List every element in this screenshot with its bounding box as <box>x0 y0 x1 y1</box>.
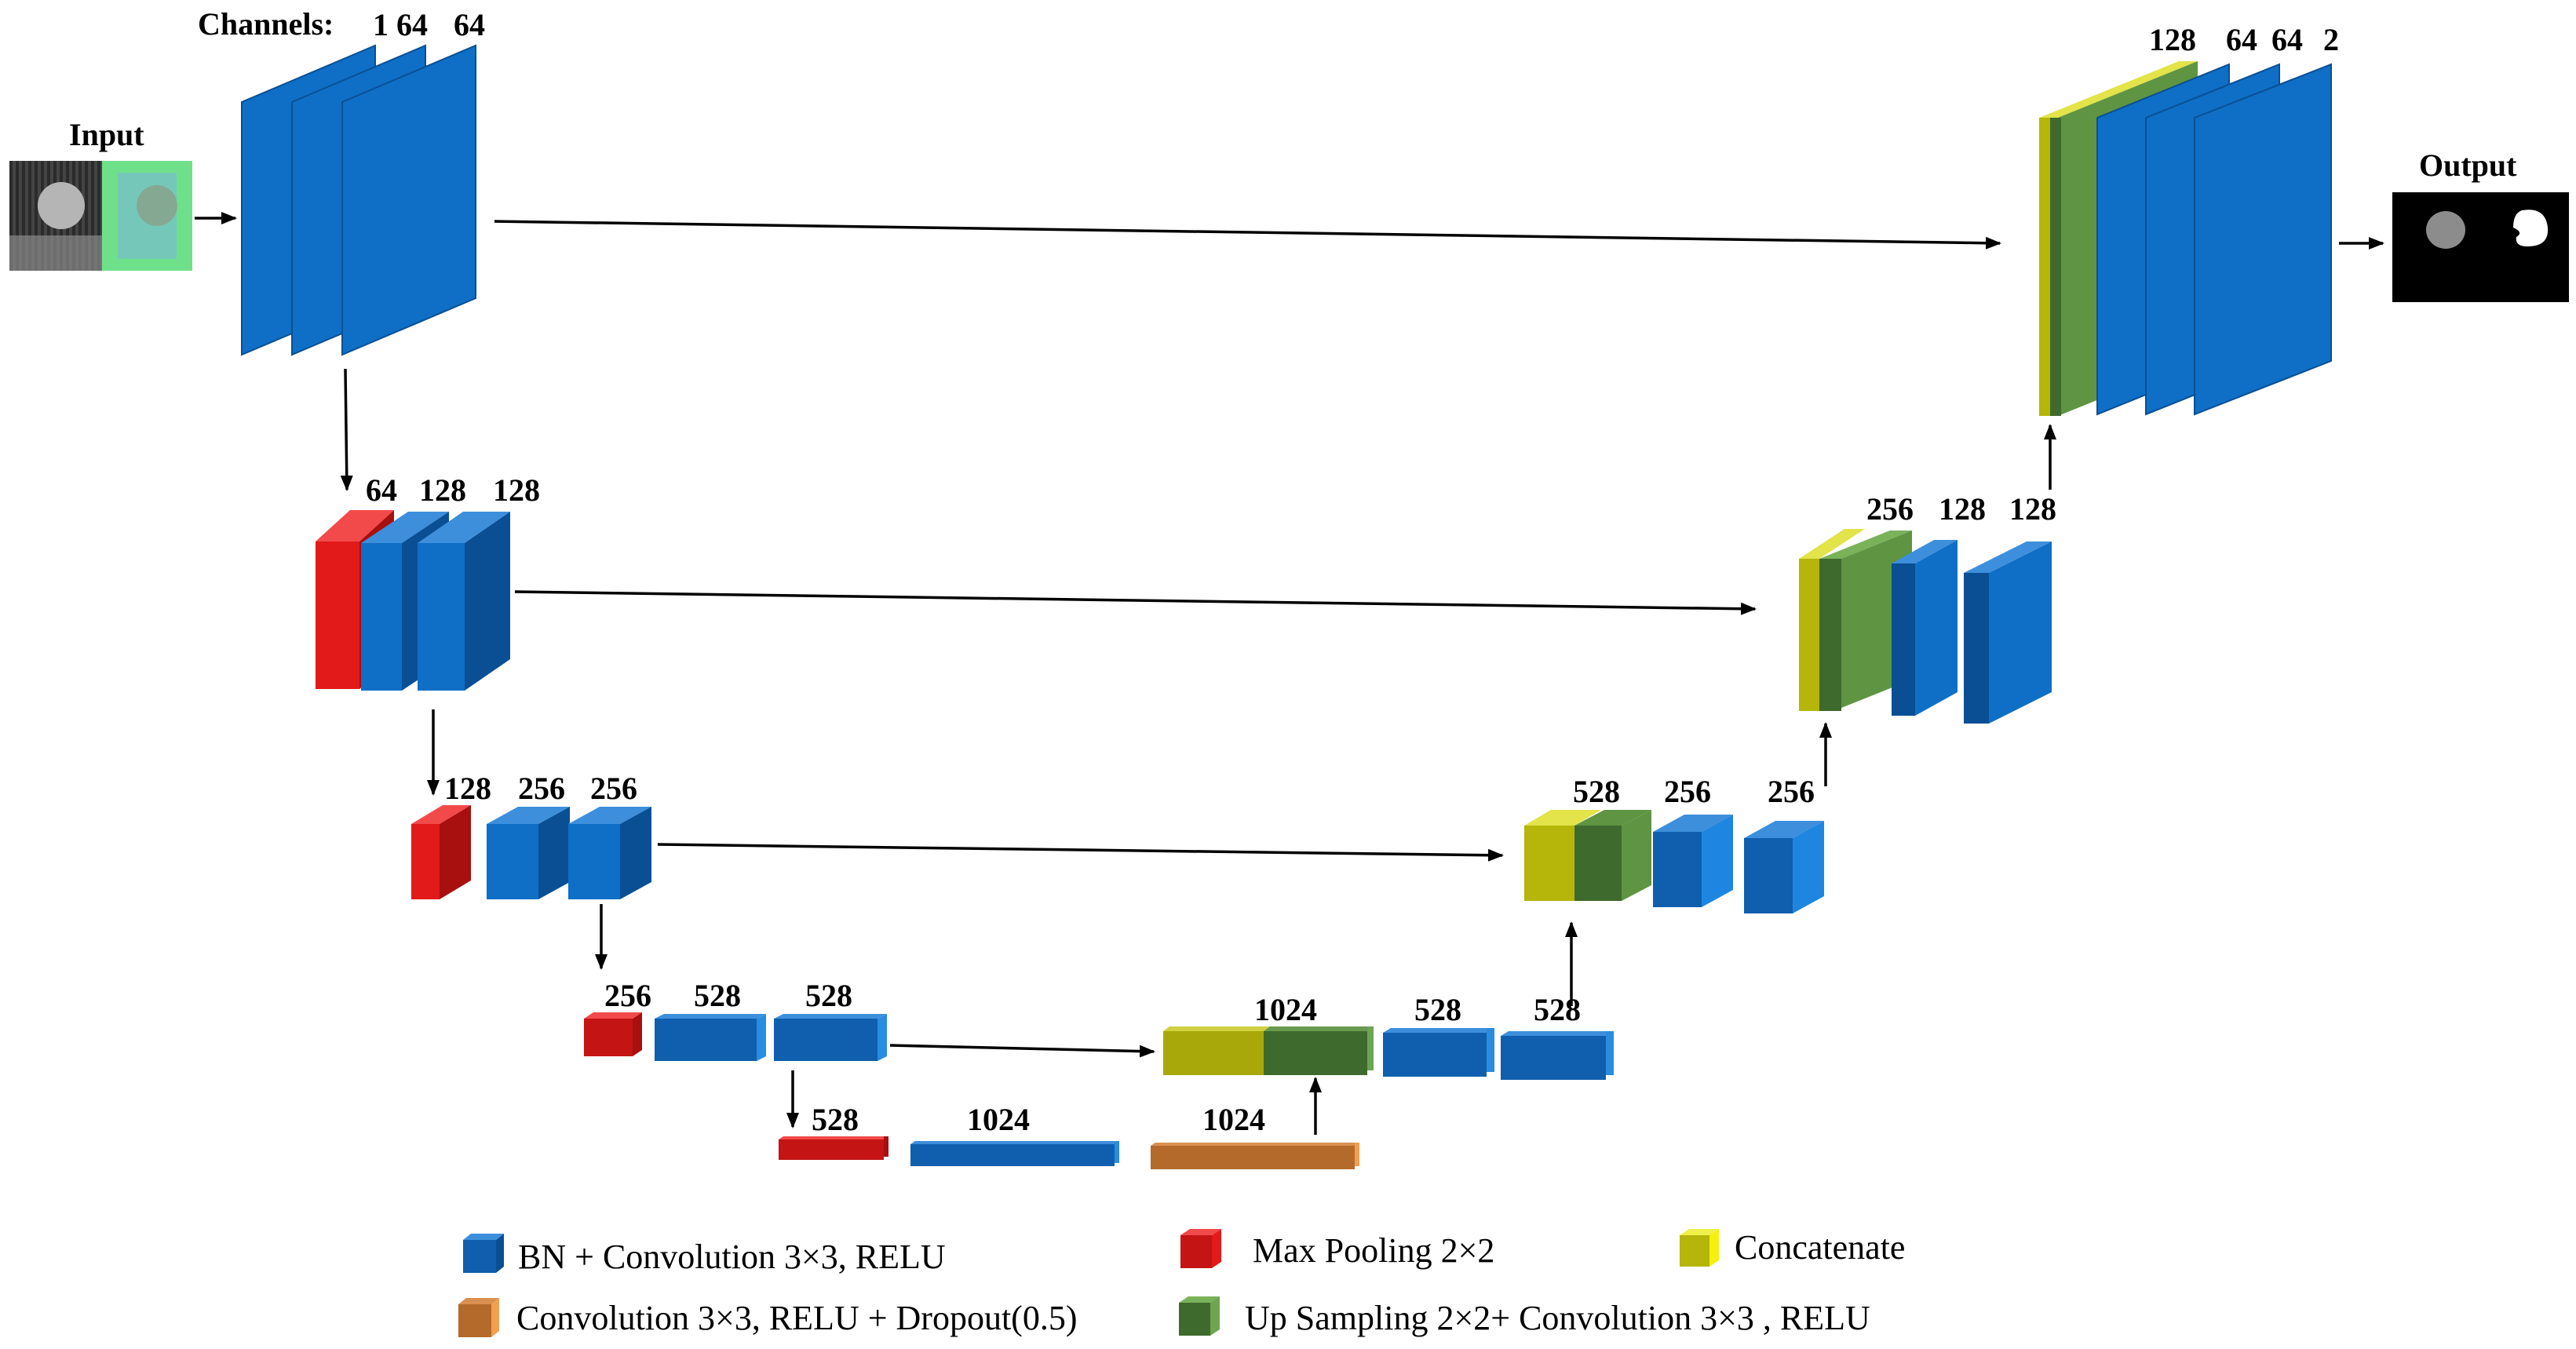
legend-pool-swatch <box>1180 1229 1221 1268</box>
dec4-ch-0: 1024 <box>1254 992 1317 1027</box>
enc2-ch-1: 128 <box>419 472 466 508</box>
enc4-blocks <box>584 1012 887 1061</box>
legend-dropout-swatch <box>458 1298 499 1337</box>
dec1-ch-3: 2 <box>2323 22 2339 57</box>
channels-label: Channels: <box>198 6 334 42</box>
output-image <box>2392 192 2569 302</box>
dec4-ch-1: 528 <box>1414 992 1461 1027</box>
legend-pool-label: Max Pooling 2×2 <box>1253 1231 1494 1270</box>
enc1-ch-0: 1 <box>373 7 389 42</box>
enc2-blocks <box>316 510 510 691</box>
legend-dropout-label: Convolution 3×3, RELU + Dropout(0.5) <box>516 1299 1077 1337</box>
arrow-skip-4 <box>889 1044 1155 1058</box>
enc3-blocks <box>411 805 651 899</box>
dec3-ch-0: 528 <box>1573 774 1620 809</box>
dec3-blocks <box>1524 810 1824 913</box>
dec1-ch-1: 64 <box>2226 22 2257 57</box>
input-image <box>9 161 192 271</box>
enc4-ch-1: 528 <box>694 978 741 1013</box>
arrow-down-1 <box>340 368 353 491</box>
enc4-ch-0: 256 <box>604 978 651 1013</box>
legend-upsample-swatch <box>1179 1296 1220 1336</box>
bott-ch-1: 1024 <box>967 1102 1030 1137</box>
enc2-ch-2: 128 <box>493 472 540 508</box>
arrow-skip-1 <box>494 220 2001 250</box>
enc4-ch-2: 528 <box>805 978 852 1013</box>
legend-upsample-label: Up Sampling 2×2+ Convolution 3×3 , RELU <box>1245 1299 1870 1337</box>
dec3-ch-1: 256 <box>1664 774 1711 809</box>
dec2-ch-1: 128 <box>1939 491 1986 527</box>
arrow-skip-3 <box>657 843 1504 862</box>
bottleneck-blocks <box>779 1136 1359 1169</box>
dec3-ch-2: 256 <box>1768 774 1815 809</box>
bott-ch-0: 528 <box>812 1102 859 1137</box>
dec2-blocks <box>1799 529 2052 724</box>
enc3-ch-2: 256 <box>590 771 637 806</box>
enc1-blocks <box>241 44 476 356</box>
enc1-ch-2: 64 <box>454 7 485 42</box>
dec2-ch-2: 128 <box>2009 491 2056 527</box>
bott-ch-2: 1024 <box>1202 1102 1265 1137</box>
legend: BN + Convolution 3×3, RELU Max Pooling 2… <box>458 1228 1905 1337</box>
dec2-ch-0: 256 <box>1866 491 1914 527</box>
dec4-blocks <box>1163 1026 1614 1080</box>
dec1-blocks <box>2039 61 2332 416</box>
arrow-skip-2 <box>514 590 1757 615</box>
dec1-ch-0: 128 <box>2149 22 2196 57</box>
dec1-ch-2: 64 <box>2271 22 2303 57</box>
output-label: Output <box>2419 148 2517 183</box>
enc1-ch-1: 64 <box>396 7 428 42</box>
legend-concat-swatch <box>1680 1229 1719 1267</box>
arrows <box>195 212 2384 1135</box>
legend-conv-swatch <box>463 1234 504 1273</box>
dec4-ch-2: 528 <box>1534 992 1581 1027</box>
legend-concat-label: Concatenate <box>1735 1228 1905 1267</box>
enc3-ch-0: 128 <box>444 771 491 806</box>
enc2-ch-0: 64 <box>366 472 397 508</box>
legend-conv-label: BN + Convolution 3×3, RELU <box>518 1238 946 1276</box>
input-label: Input <box>69 117 144 152</box>
enc3-ch-1: 256 <box>518 771 565 806</box>
